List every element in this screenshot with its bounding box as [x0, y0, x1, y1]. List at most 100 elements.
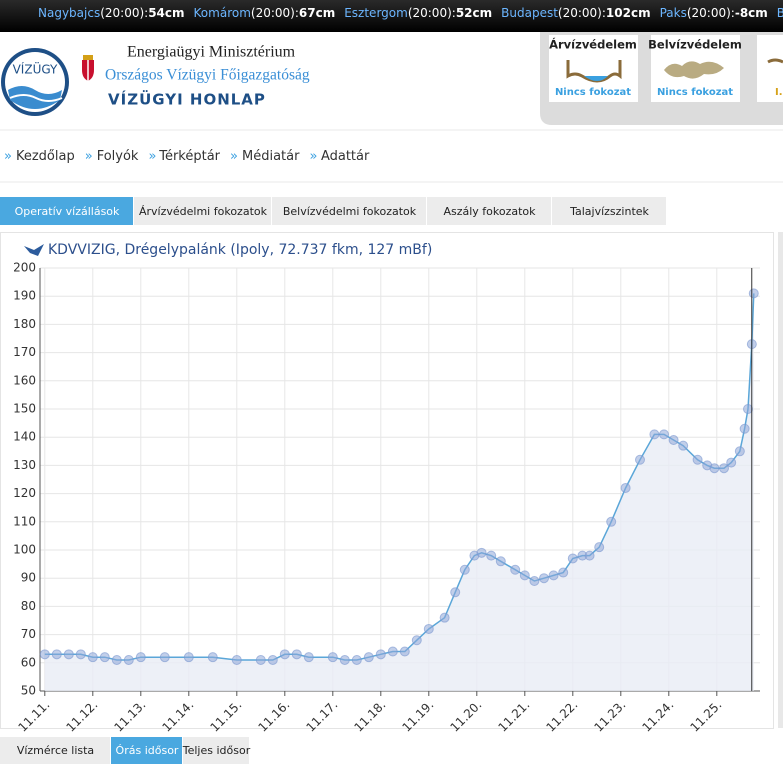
nav-link[interactable]: » Médiatár [230, 149, 300, 164]
button[interactable] [0, 737, 110, 764]
point [183, 652, 194, 663]
nav-bullet: » [230, 149, 238, 164]
point [606, 516, 617, 527]
point [291, 649, 302, 660]
tab-label[interactable]: Talajvízszintek [569, 205, 649, 218]
logo-text: VÍZÜGY [13, 61, 58, 77]
point [548, 570, 559, 581]
button-label[interactable]: Órás idősor [116, 744, 179, 757]
button[interactable] [111, 737, 182, 764]
ticker: Nagybajcs(20:00):54cm Komárom(20:00):67cm… [38, 6, 783, 20]
level: 52cm [456, 6, 492, 20]
tab[interactable] [552, 197, 666, 225]
point [709, 463, 720, 474]
nav-bullet: » [148, 149, 155, 164]
nav-link[interactable]: » Térképtár [148, 149, 220, 164]
station-name: Budapest [501, 6, 558, 20]
logo-wave-line [9, 94, 63, 102]
point [303, 652, 314, 663]
level: 102cm [606, 6, 651, 20]
alert-status: Nincs fokozat [657, 87, 733, 98]
y-tick-label: 60 [21, 655, 36, 669]
point [584, 550, 595, 561]
point [594, 542, 605, 553]
tab-label[interactable]: Aszály fokozatok [443, 205, 536, 218]
point [649, 429, 660, 440]
point [87, 652, 98, 663]
nav: » Kezdőlap» Folyók» Térképtár» Médiatár» Adat… [4, 149, 370, 164]
time: (20:00): [100, 6, 148, 20]
coat-of-arms [82, 55, 94, 81]
nav-label: Folyók [97, 149, 139, 164]
nav-label: Kezdőlap [16, 149, 75, 164]
ministry-name: Energiaügyi Minisztérium [127, 44, 296, 61]
ticker-item[interactable]: Paks(20:00):-8cm [660, 6, 768, 20]
tab[interactable] [272, 197, 426, 225]
station-name: Komárom [194, 6, 251, 20]
side-strip [778, 232, 783, 728]
nav-bullet: » [85, 149, 93, 164]
y-tick-label: 80 [21, 599, 36, 613]
tab-label[interactable]: Belvízvédelmi fokozatok [283, 205, 417, 218]
alert-card[interactable]: Árvízvédelem Nincs fokozat [549, 35, 638, 102]
point [567, 553, 578, 564]
alert-card[interactable]: Belvízvédelem Nincs fokozat [648, 35, 742, 102]
point [692, 454, 703, 465]
directorate-name: Országos Vízügyi Főigazgatóság [105, 67, 310, 84]
ticker-item[interactable]: Esztergom(20:00):52cm [344, 6, 492, 20]
y-tick-label: 70 [21, 627, 36, 641]
tab[interactable] [0, 197, 133, 225]
point [719, 463, 729, 474]
point [351, 654, 362, 665]
y-tick-label: 120 [13, 486, 36, 500]
alert-status: I. [775, 87, 783, 98]
point [123, 654, 134, 665]
time: (20:00): [558, 6, 606, 20]
point [327, 652, 338, 663]
nav-link[interactable]: » Folyók [85, 149, 139, 164]
time: (20:00): [408, 6, 456, 20]
button[interactable] [183, 737, 249, 764]
alert-title: Árvízvédelem [549, 37, 637, 52]
point [726, 457, 737, 468]
y-tick-label: 160 [13, 373, 36, 387]
y-tick-label: 130 [13, 458, 36, 472]
ticker-item[interactable]: Nagybajcs(20:00):54cm [38, 6, 185, 20]
tabs: Operatív vízállások Árvízvédelmi fokozato… [0, 197, 666, 225]
point [529, 576, 540, 587]
y-tick-label: 180 [13, 317, 36, 331]
alert-title: Belvízvédelem [648, 38, 742, 52]
ticker-item[interactable]: Budapest(20:00):102cm [501, 6, 650, 20]
point [99, 652, 110, 663]
point [519, 570, 530, 581]
nav-bullet: » [4, 149, 12, 164]
tab-label[interactable]: Árvízvédelmi fokozatok [139, 205, 268, 218]
y-tick-label: 200 [13, 261, 36, 275]
tab-label[interactable]: Operatív vízállások [15, 205, 120, 218]
y-tick-label: 50 [21, 684, 36, 698]
nav-label: Adattár [321, 149, 370, 164]
button-label[interactable]: Vízmérce lista [17, 744, 94, 757]
point [363, 652, 374, 663]
tab[interactable] [427, 197, 551, 225]
point [279, 649, 290, 660]
point [439, 612, 450, 623]
y-tick-label: 190 [13, 289, 36, 303]
tab[interactable] [134, 197, 271, 225]
point [39, 649, 50, 660]
y-tick-label: 150 [13, 402, 36, 416]
crown [83, 55, 93, 60]
nav-link[interactable]: » Kezdőlap [4, 149, 75, 164]
ticker-item[interactable]: Komárom(20:00):67cm [194, 6, 336, 20]
ticker-item[interactable]: Baja(20:00):143cm [777, 6, 783, 20]
point [476, 547, 487, 558]
button-label[interactable]: Teljes idősor [182, 744, 251, 757]
ticker-bar [0, 0, 783, 32]
point [510, 564, 521, 575]
nav-link[interactable]: » Adattár [309, 149, 370, 164]
alert-icon [767, 58, 783, 64]
alert-card[interactable]: I. [757, 35, 783, 102]
point [734, 446, 745, 457]
alert-box [757, 35, 783, 102]
